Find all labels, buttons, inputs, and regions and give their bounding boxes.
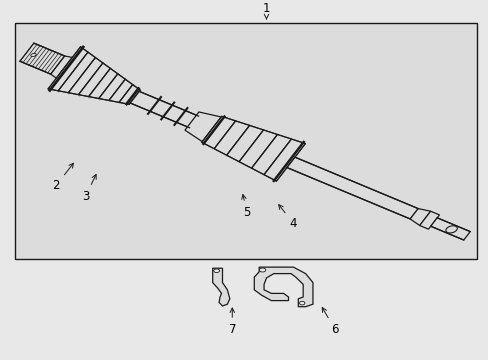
Polygon shape: [264, 139, 305, 181]
Polygon shape: [48, 47, 88, 91]
Polygon shape: [99, 74, 125, 100]
Text: 3: 3: [81, 175, 96, 203]
Polygon shape: [109, 79, 132, 102]
Polygon shape: [212, 268, 229, 306]
Text: 6: 6: [322, 307, 338, 336]
Ellipse shape: [31, 53, 36, 57]
Polygon shape: [68, 58, 102, 95]
Ellipse shape: [259, 268, 265, 272]
Polygon shape: [409, 208, 430, 225]
Polygon shape: [239, 130, 277, 168]
Text: 7: 7: [228, 308, 236, 336]
Polygon shape: [214, 121, 249, 155]
Polygon shape: [119, 85, 140, 104]
Ellipse shape: [213, 269, 219, 273]
Polygon shape: [202, 116, 235, 149]
Text: 1: 1: [262, 3, 270, 19]
Polygon shape: [130, 91, 198, 128]
Bar: [15, 23, 476, 259]
Polygon shape: [430, 218, 469, 240]
Text: 4: 4: [278, 204, 297, 230]
Polygon shape: [20, 43, 64, 74]
Polygon shape: [286, 157, 417, 219]
Polygon shape: [79, 63, 110, 96]
Polygon shape: [58, 52, 95, 93]
Ellipse shape: [299, 301, 305, 305]
Polygon shape: [184, 112, 221, 141]
Polygon shape: [254, 267, 312, 307]
Ellipse shape: [445, 226, 456, 233]
Polygon shape: [88, 68, 118, 99]
Polygon shape: [226, 125, 263, 162]
Polygon shape: [251, 135, 291, 175]
Polygon shape: [419, 211, 439, 229]
Text: 5: 5: [241, 194, 250, 219]
Text: 2: 2: [52, 163, 73, 192]
Polygon shape: [51, 56, 72, 78]
